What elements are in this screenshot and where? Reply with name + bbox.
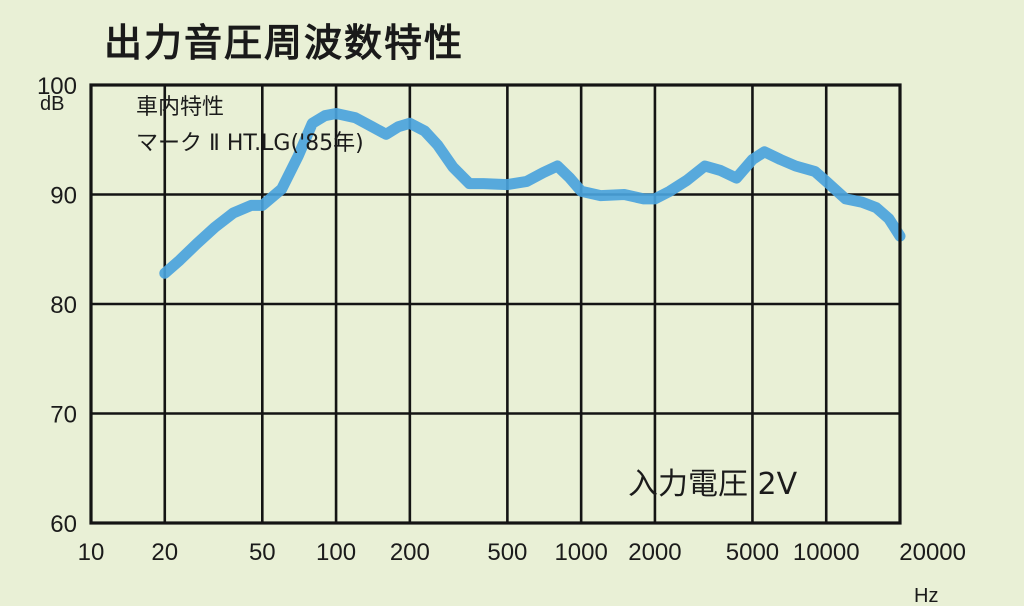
x-tick-label: 10000 bbox=[793, 539, 860, 566]
x-tick-label: 10 bbox=[78, 539, 105, 566]
x-tick-label: 50 bbox=[249, 539, 276, 566]
series-group bbox=[159, 108, 906, 279]
x-axis-unit: Hz bbox=[914, 585, 938, 606]
y-tick-label: 90 bbox=[50, 183, 77, 210]
y-tick-label: 80 bbox=[50, 292, 77, 319]
y-tick-label: 100 bbox=[37, 73, 77, 100]
x-tick-label: 20 bbox=[151, 539, 178, 566]
input-voltage-label: 入力電圧 2V bbox=[628, 467, 798, 502]
series-line-0 bbox=[159, 108, 906, 279]
chart-title: 出力音圧周波数特性 bbox=[104, 21, 464, 65]
annotation: 車内特性 マーク Ⅱ HT.LG('85年) bbox=[136, 95, 364, 156]
x-tick-label: 5000 bbox=[726, 539, 779, 566]
x-tick-label: 500 bbox=[487, 539, 527, 566]
y-axis-unit: dB bbox=[40, 93, 64, 115]
x-tick-label: 100 bbox=[316, 539, 356, 566]
y-tick-label: 60 bbox=[50, 511, 77, 538]
plot-frame bbox=[89, 83, 902, 525]
annotation-line-1: 車内特性 bbox=[136, 95, 224, 120]
x-tick-label: 200 bbox=[390, 539, 430, 566]
annotation-line-2: マーク Ⅱ HT.LG('85年) bbox=[136, 131, 364, 156]
x-tick-label: 2000 bbox=[628, 539, 681, 566]
x-tick-label: 1000 bbox=[554, 539, 607, 566]
y-tick-label: 70 bbox=[50, 402, 77, 429]
x-axis-ticks: 10 20 50 100 200 500 1000 2000 5000 10000 20000 bbox=[78, 539, 966, 566]
x-tick-label: 20000 bbox=[899, 539, 966, 566]
y-axis-ticks: 60 70 80 90 100 bbox=[37, 73, 77, 538]
